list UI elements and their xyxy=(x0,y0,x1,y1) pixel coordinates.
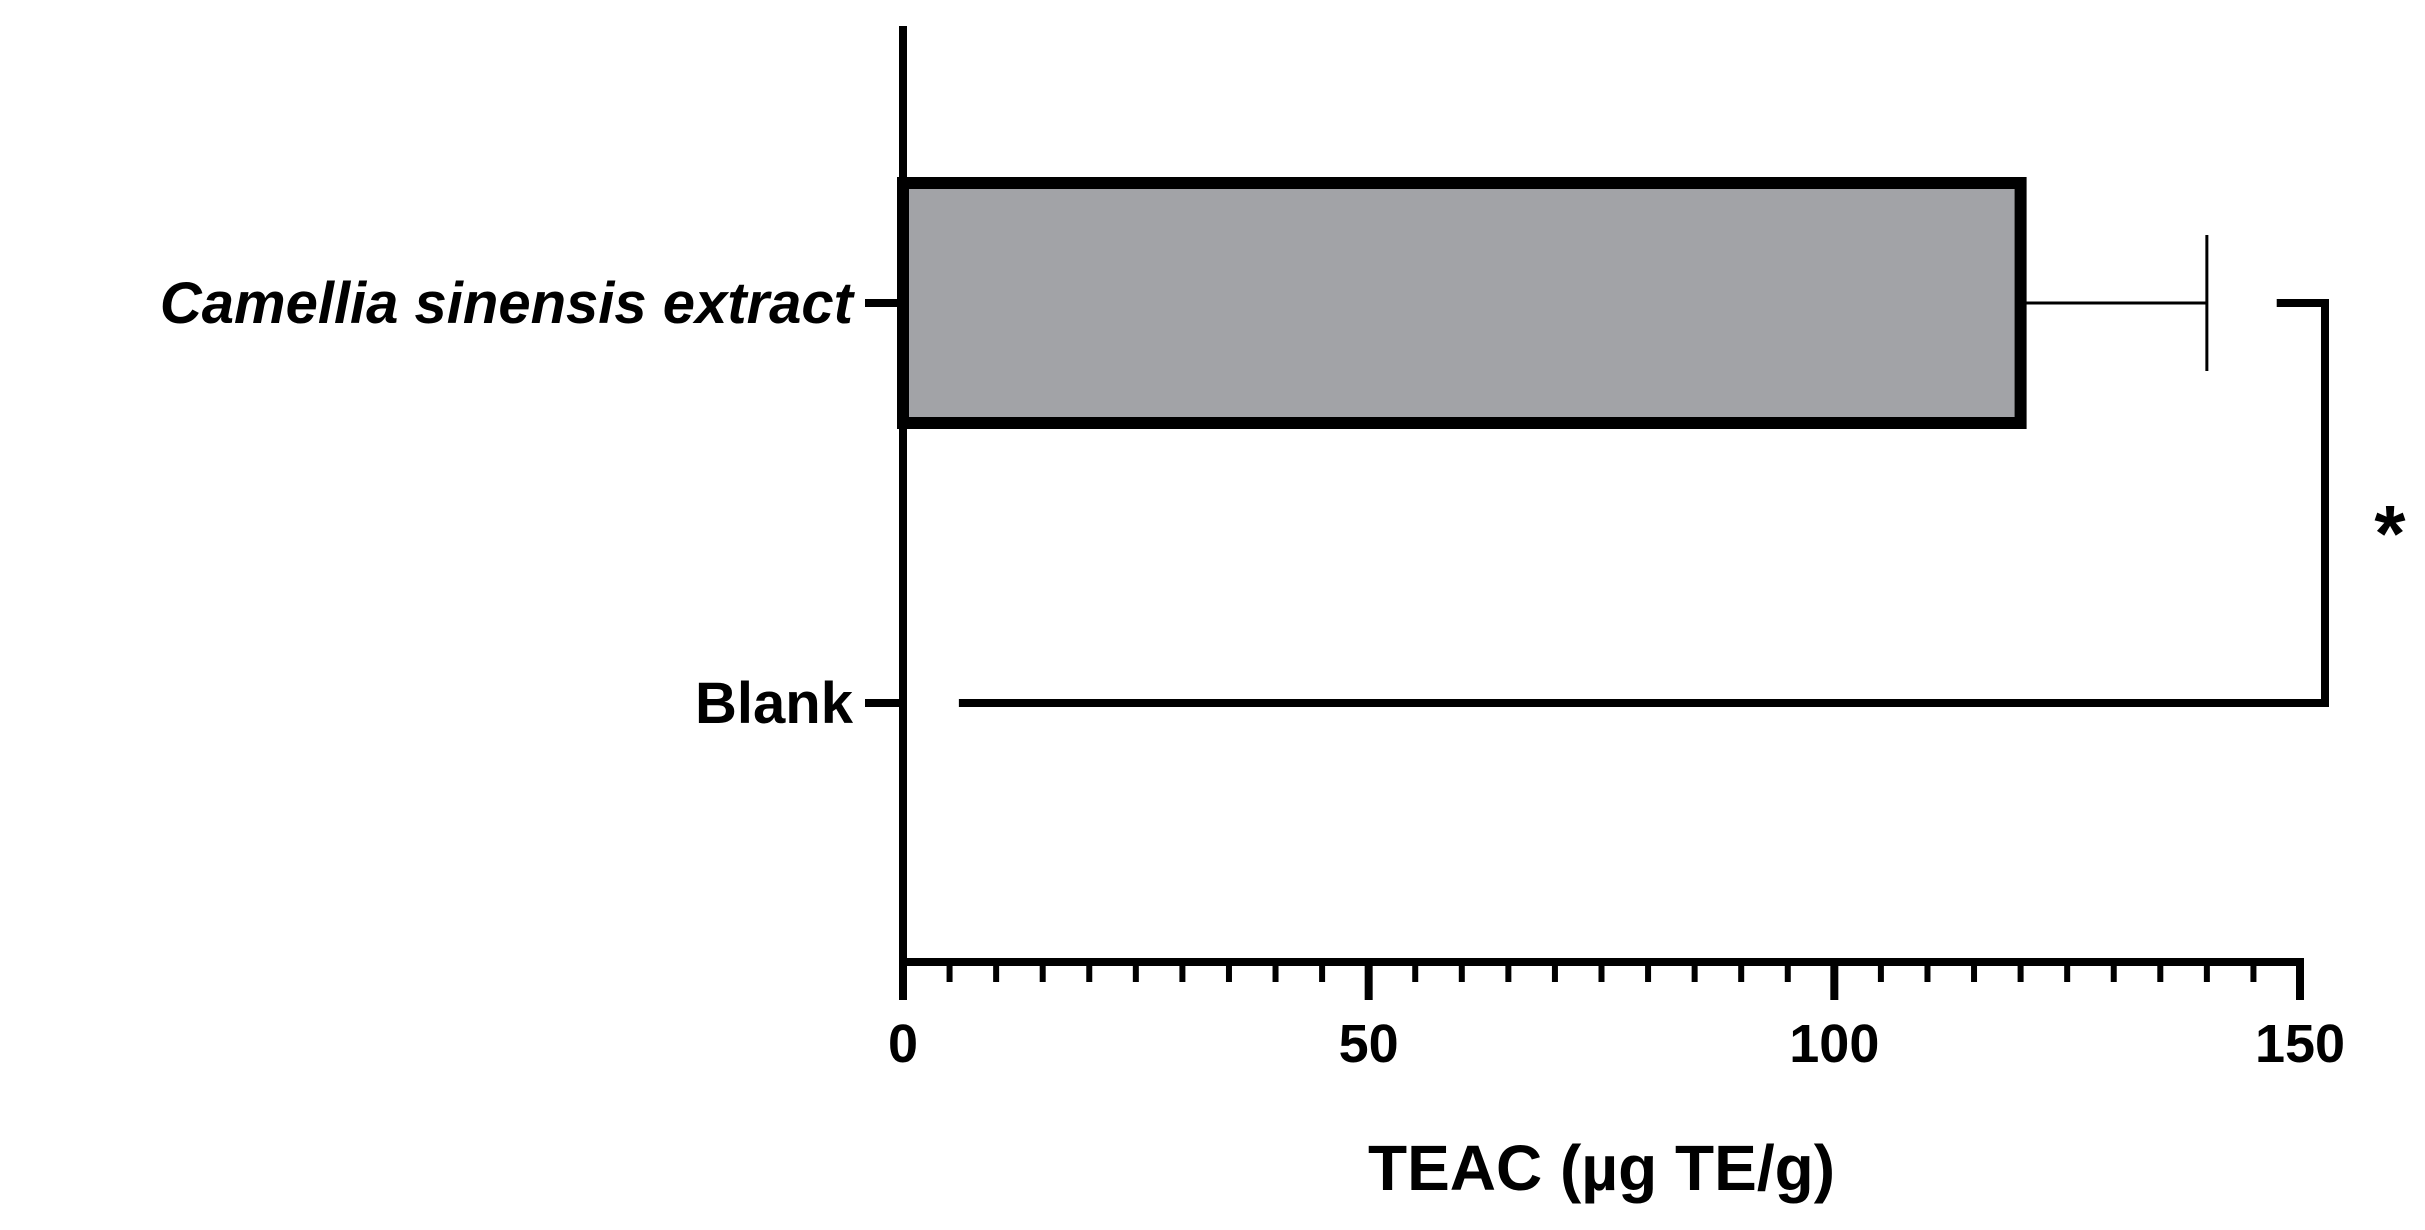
y-category-label: Camellia sinensis extract xyxy=(160,271,856,336)
x-tick-label: 50 xyxy=(1339,1014,1399,1074)
axes xyxy=(899,26,2304,966)
x-axis-title: TEAC (µg TE/g) xyxy=(1368,1132,1835,1204)
significance-bracket xyxy=(958,299,2329,707)
plot-area: 0 50 100 150 Camellia sinensis extract Blank * xyxy=(160,177,2406,1074)
bar xyxy=(897,177,2027,429)
x-tick-label: 0 xyxy=(888,1014,918,1074)
y-category-label: Blank xyxy=(695,671,854,736)
x-tick-label: 100 xyxy=(1789,1014,1879,1074)
significance-label: * xyxy=(2374,489,2406,578)
x-tick-label: 150 xyxy=(2255,1014,2345,1074)
